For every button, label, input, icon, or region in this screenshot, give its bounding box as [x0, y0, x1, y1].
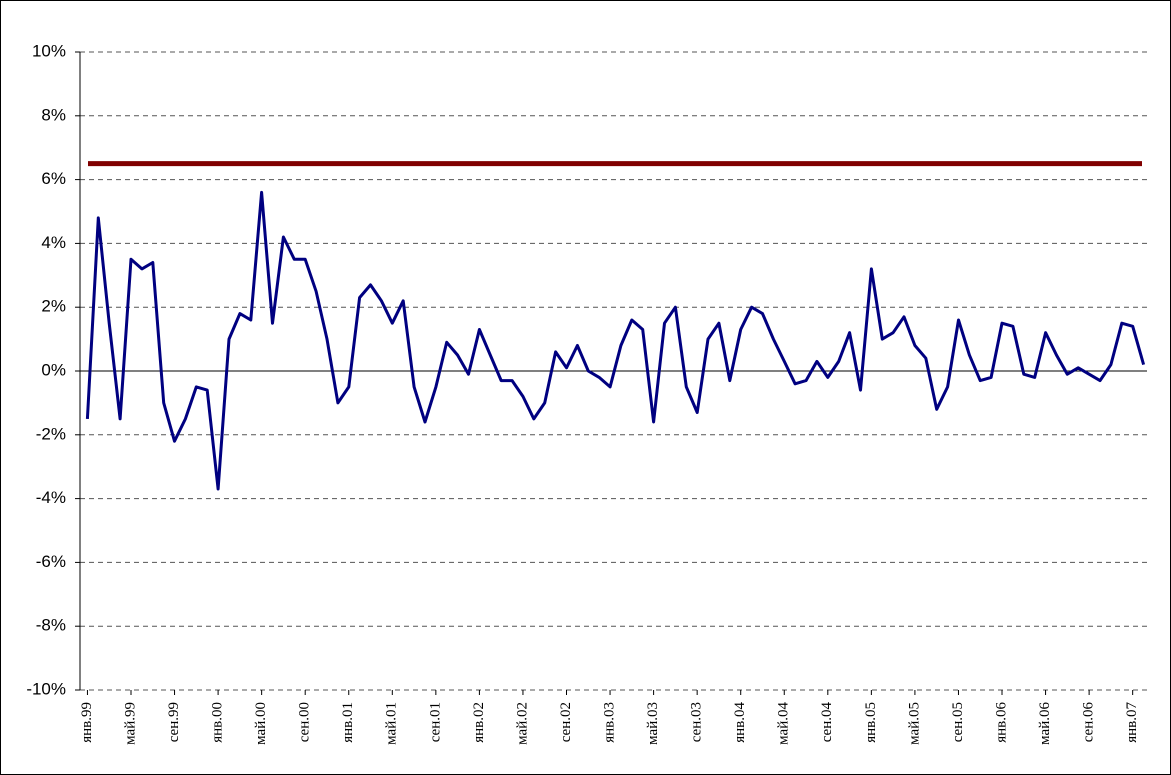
y-tick-label: 8%	[41, 105, 66, 124]
x-tick-label: май.04	[776, 702, 792, 745]
x-tick-label: сен.00	[297, 702, 313, 742]
y-tick-label: -4%	[36, 488, 66, 507]
y-tick-label: 0%	[41, 360, 66, 379]
x-tick-label: май.02	[514, 702, 530, 745]
y-tick-label: -10%	[26, 679, 66, 698]
x-tick-label: май.03	[645, 702, 661, 745]
x-tick-label: янв.05	[863, 702, 879, 743]
x-tick-label: май.01	[384, 702, 400, 745]
y-tick-label: 4%	[41, 233, 66, 252]
x-tick-label: янв.02	[471, 702, 487, 743]
x-tick-label: май.00	[253, 702, 269, 745]
x-tick-label: янв.06	[993, 702, 1009, 743]
x-tick-label: сен.02	[558, 702, 574, 742]
x-tick-label: янв.99	[79, 702, 95, 743]
y-tick-label: 6%	[41, 169, 66, 188]
x-tick-label: сен.03	[689, 702, 705, 742]
x-tick-label: янв.00	[210, 702, 226, 743]
x-tick-label: янв.07	[1124, 702, 1140, 743]
x-tick-label: сен.06	[1081, 702, 1097, 743]
x-tick-label: сен.04	[819, 702, 835, 743]
x-tick-label: сен.05	[950, 702, 966, 742]
x-tick-label: май.05	[906, 702, 922, 745]
data-line	[85, 190, 1146, 491]
x-tick-label: янв.01	[340, 702, 356, 743]
x-tick-label: сен.01	[427, 702, 443, 742]
x-tick-label: май.06	[1037, 702, 1053, 745]
x-tick-label: сен.99	[166, 702, 182, 742]
x-tick-label: янв.04	[732, 702, 748, 743]
y-tick-label: 10%	[32, 41, 66, 60]
y-tick-label: -2%	[36, 424, 66, 443]
x-tick-label: янв.03	[601, 702, 617, 743]
y-tick-label: -8%	[36, 616, 66, 635]
y-tick-label: -6%	[36, 552, 66, 571]
y-tick-label: 2%	[41, 297, 66, 316]
x-tick-label: май.99	[122, 702, 138, 745]
